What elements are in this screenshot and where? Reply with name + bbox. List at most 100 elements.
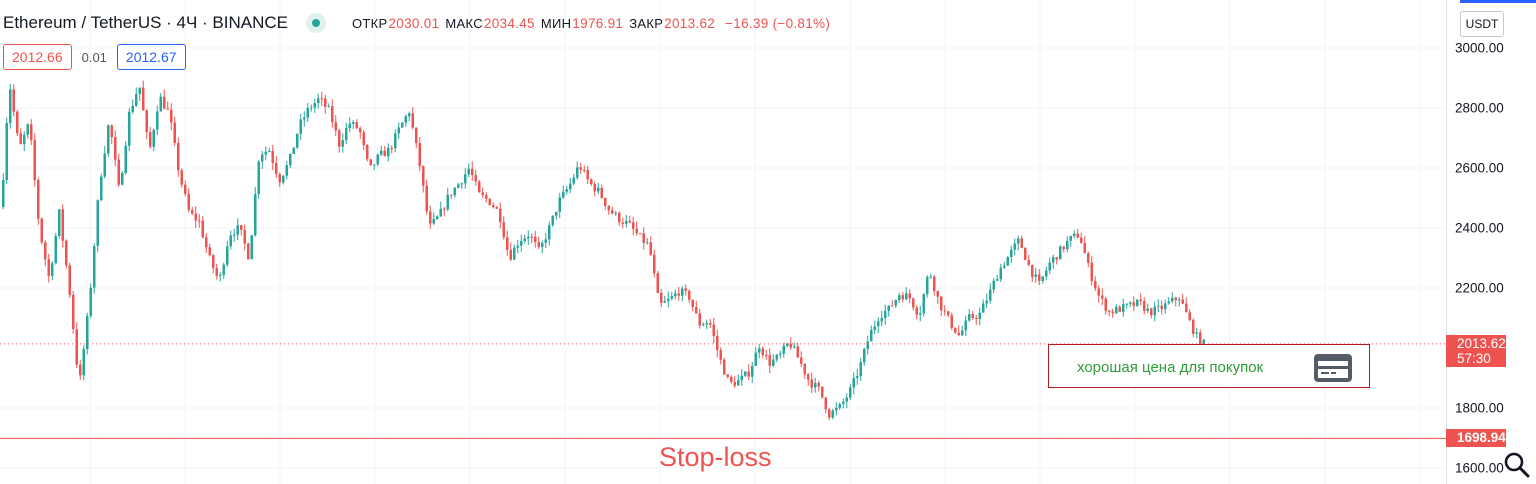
candle-body: [1160, 305, 1163, 310]
candle-body: [250, 235, 253, 260]
candle-body: [821, 386, 824, 398]
candle-body: [1174, 297, 1177, 301]
symbol-title[interactable]: Ethereum / TetherUS · 4Ч · BINANCE: [3, 13, 288, 32]
candle-body: [1027, 259, 1030, 265]
candle-body: [1097, 288, 1100, 296]
candle-body: [152, 129, 155, 147]
candle-body: [37, 180, 40, 219]
candle-body: [282, 175, 285, 183]
candle-body: [880, 317, 883, 322]
candle-body: [1125, 303, 1128, 305]
candle-body: [793, 346, 796, 348]
candle-body: [306, 107, 309, 118]
candle-body: [457, 184, 460, 188]
candle-body: [737, 380, 740, 386]
candle-body: [562, 191, 565, 198]
candle-body: [240, 225, 243, 230]
candle-body: [978, 312, 981, 320]
candle-body: [1101, 295, 1104, 299]
candle-body: [817, 382, 820, 387]
candle-body: [772, 359, 775, 366]
candle-body: [702, 324, 705, 326]
candle-body: [292, 147, 295, 154]
buy-price-button[interactable]: 2012.67: [116, 44, 186, 70]
candle-body: [807, 374, 810, 380]
price-tick-label: 1800.00: [1455, 400, 1504, 416]
candle-body: [320, 98, 323, 100]
stop-loss-label: Stop-loss: [659, 442, 772, 472]
candle-body: [425, 185, 428, 212]
bar-countdown: 57:30: [1457, 350, 1491, 366]
candle-body: [940, 296, 943, 311]
candle-body: [593, 184, 596, 192]
candle-body: [912, 298, 915, 308]
candle-body: [432, 218, 435, 224]
candle-body: [450, 194, 453, 196]
candle-body: [726, 374, 729, 377]
candle-body: [366, 145, 369, 160]
search-icon[interactable]: [1503, 451, 1531, 479]
candle-body: [16, 111, 19, 134]
candle-body: [355, 122, 358, 129]
candle-body: [184, 184, 187, 194]
candle-body: [1185, 303, 1188, 313]
last-price-tag: 2013.62 57:30: [1446, 334, 1506, 367]
candle-body: [691, 299, 694, 308]
candle-body: [992, 280, 995, 290]
candle-body: [1006, 256, 1009, 266]
sell-price-button[interactable]: 2012.66: [3, 44, 72, 70]
candle-body: [730, 376, 733, 382]
candle-body: [1055, 257, 1058, 260]
market-status-icon[interactable]: [306, 13, 326, 33]
candle-body: [411, 113, 414, 128]
candle-body: [898, 295, 901, 301]
currency-button[interactable]: USDT: [1460, 11, 1504, 37]
candle-body: [996, 279, 999, 281]
candle-body: [222, 264, 225, 275]
candle-body: [170, 109, 173, 123]
candle-body: [740, 375, 743, 381]
candle-body: [838, 403, 841, 408]
candle-body: [1202, 339, 1205, 347]
candle-body: [527, 236, 530, 239]
candle-body: [1038, 274, 1041, 281]
candle-body: [1111, 311, 1114, 314]
candle-body: [1087, 253, 1090, 263]
price-tick-label: 3000.00: [1455, 40, 1504, 56]
candle-body: [1052, 257, 1055, 263]
candle-body: [1181, 299, 1184, 304]
buy-note-annotation[interactable]: хорошая цена для покупок: [1048, 344, 1370, 388]
candle-body: [884, 310, 887, 318]
candle-body: [600, 187, 603, 198]
high-value: 2034.45: [483, 15, 535, 31]
candle-body: [786, 343, 789, 346]
candle-body: [1122, 304, 1125, 312]
candle-body: [1010, 249, 1013, 257]
candle-body: [1080, 237, 1083, 244]
candle-body: [149, 132, 152, 147]
candle-body: [859, 362, 862, 377]
candle-body: [177, 142, 180, 171]
candle-body: [1188, 312, 1191, 320]
candle-body: [460, 183, 463, 185]
candle-body: [296, 133, 299, 148]
candle-body: [712, 324, 715, 337]
candle-body: [1132, 302, 1135, 306]
candle-body: [705, 322, 708, 325]
candle-body: [604, 197, 607, 206]
close-value: 2013.62: [664, 15, 716, 31]
candle-body: [495, 207, 498, 209]
top-accent-bar: [1460, 0, 1536, 3]
candle-body: [446, 194, 449, 210]
candle-body: [159, 96, 162, 112]
candle-body: [2, 179, 5, 207]
close-label: ЗАКР: [629, 15, 664, 31]
candle-body: [586, 170, 589, 180]
candle-body: [485, 195, 488, 199]
candle-body: [47, 259, 50, 276]
candle-body: [891, 305, 894, 307]
candle-body: [341, 140, 344, 147]
candle-body: [723, 359, 726, 375]
candle-body: [443, 208, 446, 210]
